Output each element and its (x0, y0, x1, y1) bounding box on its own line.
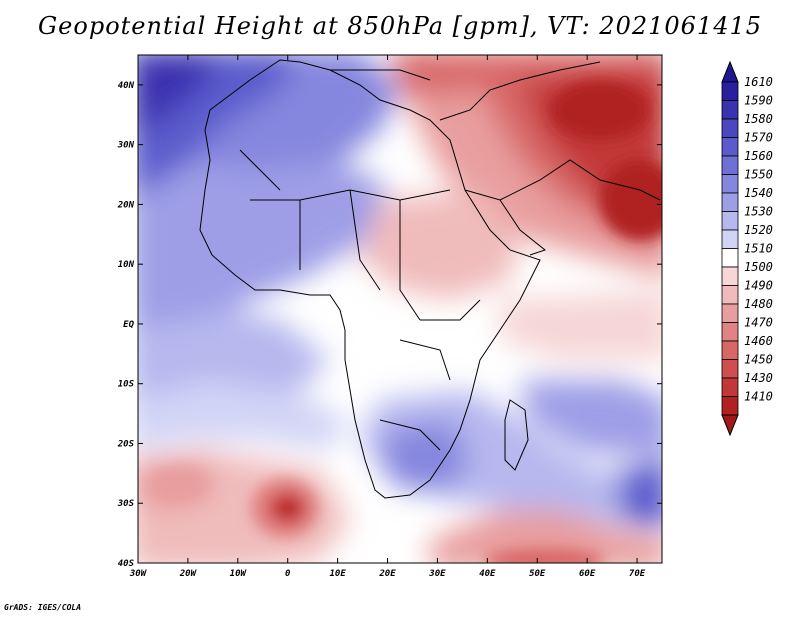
lon-tick-label: 20E (378, 569, 396, 579)
colorbar-swatch (721, 285, 739, 305)
colorbar-label: 1480 (744, 297, 773, 311)
lat-tick-label: 10N (118, 260, 135, 270)
colorbar-bottom-arrow (721, 414, 739, 437)
colorbar-swatch (721, 229, 739, 249)
colorbar-swatch (721, 137, 739, 157)
lon-tick-label: 20W (179, 569, 198, 579)
colorbar-swatch (721, 155, 739, 175)
lon-tick-label: 60E (579, 569, 596, 579)
colorbar-label: 1610 (744, 75, 773, 89)
colorbar-label: 1530 (744, 205, 773, 219)
plot-frame (137, 54, 663, 564)
colorbar-swatch (721, 359, 739, 379)
colorbar-label: 1560 (744, 149, 773, 163)
map-title: Geopotential Height at 850hPa [gpm], VT:… (38, 12, 762, 40)
colorbar-swatch (721, 396, 739, 416)
lat-tick-label: 20S (117, 439, 135, 449)
colorbar-label: 1410 (744, 390, 773, 404)
colorbar-swatch (721, 266, 739, 286)
colorbar-swatch (721, 174, 739, 194)
colorbar-swatch (721, 118, 739, 138)
lat-tick-label: 20N (117, 200, 135, 210)
colorbar-swatch (721, 211, 739, 231)
colorbar-swatch (721, 340, 739, 360)
colorbar: 1610 1590 1580 1570 1560 1550 1540 1530 1520 1510… (721, 60, 773, 437)
colorbar-label: 1430 (744, 371, 773, 385)
lon-tick-label: 10E (329, 569, 346, 579)
colorbar-label: 1590 (744, 94, 773, 108)
lon-tick-label: 0 (285, 569, 291, 579)
colorbar-swatch (721, 248, 739, 268)
colorbar-swatch (721, 192, 739, 212)
colorbar-label: 1520 (744, 223, 773, 237)
lon-tick-label: 40E (479, 569, 496, 579)
coastlines (199, 59, 661, 499)
lon-tick-label: 10W (230, 569, 248, 579)
colorbar-swatch (721, 322, 739, 342)
height-field (138, 55, 662, 563)
colorbar-label: 1550 (744, 168, 773, 182)
lat-tick-label: 40N (118, 81, 135, 91)
lon-tick-label: 30W (129, 569, 148, 579)
colorbar-label: 1570 (744, 131, 773, 145)
lat-tick-label: 40S (118, 559, 135, 569)
colorbar-label: 1490 (744, 279, 773, 293)
lat-tick-label: 10S (118, 380, 135, 390)
colorbar-label: 1580 (744, 112, 773, 126)
lat-tick-label: 30S (117, 499, 135, 509)
colorbar-label: 1540 (744, 186, 773, 200)
lon-tick-label: 50E (529, 569, 546, 579)
colorbar-label: 1450 (744, 353, 773, 367)
colorbar-swatch (721, 81, 739, 101)
colorbar-top-arrow (721, 60, 739, 83)
colorbar-swatch (721, 303, 739, 323)
lon-tick-label: 30E (428, 569, 446, 579)
lat-tick-label: EQ (123, 320, 134, 330)
colorbar-swatch (721, 377, 739, 397)
colorbar-label: 1470 (744, 316, 773, 330)
grads-credit: GrADS: IGES/COLA (4, 603, 82, 612)
colorbar-label: 1510 (744, 242, 773, 256)
colorbar-label: 1460 (744, 334, 773, 348)
colorbar-swatch (721, 100, 739, 120)
colorbar-label: 1500 (744, 260, 773, 274)
lon-tick-label: 70E (629, 569, 646, 579)
lat-tick-label: 30N (117, 141, 135, 151)
